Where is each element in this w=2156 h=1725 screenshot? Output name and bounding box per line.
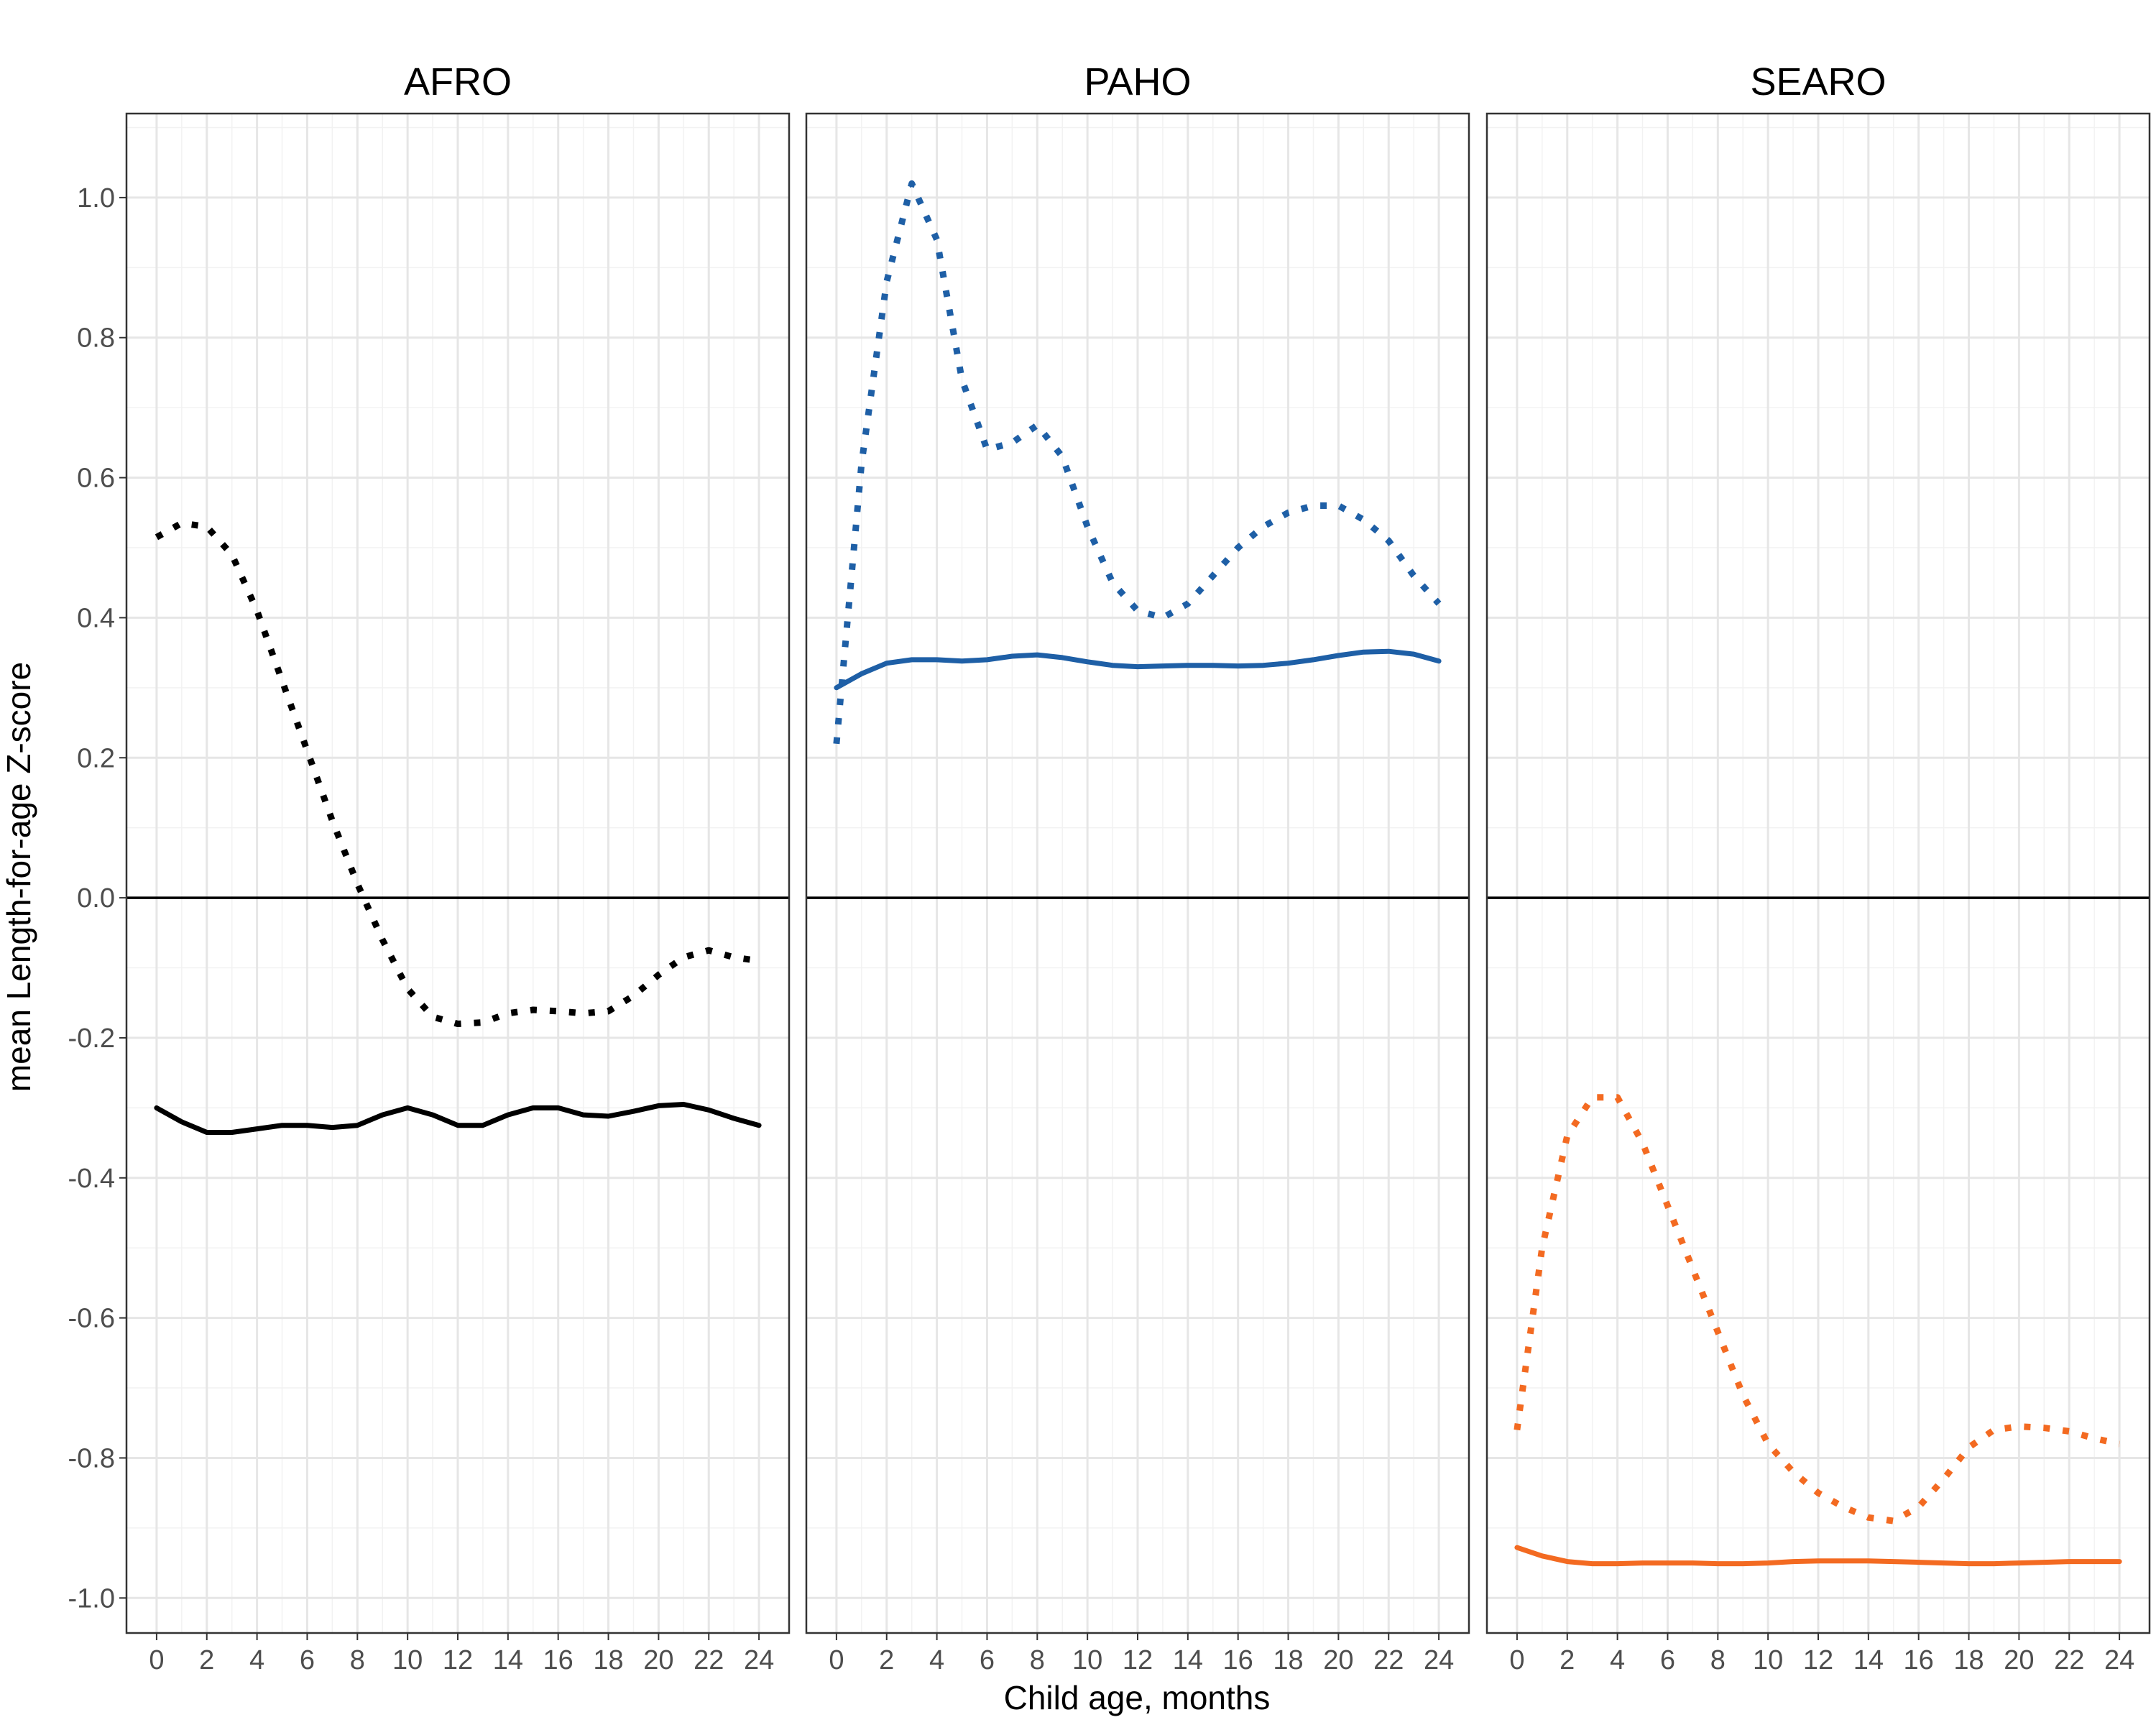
x-tick-label: 16 <box>1223 1645 1253 1675</box>
y-tick-label: -1.0 <box>68 1583 115 1614</box>
panel-title: SEARO <box>1750 60 1886 104</box>
x-tick-label: 0 <box>149 1645 164 1675</box>
x-tick-label: 2 <box>1560 1645 1575 1675</box>
x-tick-label: 18 <box>1953 1645 1984 1675</box>
x-tick-label: 10 <box>1072 1645 1102 1675</box>
x-tick-label: 10 <box>1753 1645 1783 1675</box>
x-tick-label: 14 <box>1173 1645 1203 1675</box>
y-tick-label: -0.8 <box>68 1443 115 1473</box>
x-tick-label: 22 <box>2054 1645 2084 1675</box>
x-tick-label: 18 <box>593 1645 623 1675</box>
panel-border <box>805 112 1470 1634</box>
x-tick-label: 12 <box>1803 1645 1833 1675</box>
x-tick-label: 20 <box>1323 1645 1353 1675</box>
y-tick-label: 0.6 <box>77 464 115 494</box>
y-tick-label: 1.0 <box>77 183 115 213</box>
x-tick-label: 8 <box>1710 1645 1726 1675</box>
x-tick-label: 6 <box>980 1645 995 1675</box>
dotted-series-line <box>155 520 760 1027</box>
x-tick-label: 24 <box>744 1645 774 1675</box>
x-tick-label: 0 <box>829 1645 844 1675</box>
x-tick-label: 18 <box>1273 1645 1303 1675</box>
x-tick-label: 0 <box>1509 1645 1524 1675</box>
y-tick-label: -0.2 <box>68 1024 115 1054</box>
x-tick-label: 8 <box>1030 1645 1045 1675</box>
y-tick-label: -0.4 <box>68 1164 115 1194</box>
y-tick-label: 0.8 <box>77 323 115 354</box>
dotted-series-line <box>1514 1094 2121 1524</box>
x-tick-label: 14 <box>493 1645 523 1675</box>
panel-border <box>1485 112 2151 1634</box>
x-tick-label: 14 <box>1853 1645 1884 1675</box>
solid-series-line <box>1514 1545 2122 1567</box>
x-tick-label: 6 <box>300 1645 315 1675</box>
solid-series-line <box>154 1102 762 1135</box>
x-tick-label: 20 <box>643 1645 673 1675</box>
x-tick-label: 24 <box>2104 1645 2134 1675</box>
x-tick-label: 22 <box>694 1645 724 1675</box>
x-tick-label: 2 <box>199 1645 214 1675</box>
y-tick-label: 0.4 <box>77 603 115 633</box>
x-tick-label: 12 <box>1123 1645 1153 1675</box>
x-tick-label: 4 <box>1610 1645 1625 1675</box>
y-tick-label: 0.0 <box>77 883 115 914</box>
panel-title: PAHO <box>1084 60 1191 104</box>
x-tick-label: 16 <box>543 1645 573 1675</box>
y-tick-label: -0.6 <box>68 1304 115 1334</box>
x-tick-label: 4 <box>249 1645 264 1675</box>
panel-title: AFRO <box>404 60 512 104</box>
x-tick-label: 24 <box>1424 1645 1454 1675</box>
x-axis-title: Child age, months <box>1004 1679 1271 1716</box>
x-tick-label: 16 <box>1904 1645 1934 1675</box>
x-tick-label: 6 <box>1660 1645 1675 1675</box>
x-tick-label: 4 <box>929 1645 944 1675</box>
x-tick-label: 20 <box>2004 1645 2034 1675</box>
x-tick-label: 22 <box>1373 1645 1404 1675</box>
x-tick-label: 10 <box>392 1645 423 1675</box>
x-tick-label: 12 <box>443 1645 473 1675</box>
x-tick-label: 8 <box>350 1645 365 1675</box>
solid-series-line <box>834 648 1442 691</box>
y-axis-title: mean Length-for-age Z-score <box>0 662 37 1092</box>
x-tick-label: 2 <box>879 1645 894 1675</box>
y-tick-label: 0.2 <box>77 743 115 773</box>
panels: 1.0 0.8 0.6 0.4 0.2 0.0 -0.2 -0.4 -0.6 -0.8 -1.0 0 2… <box>68 60 2151 1675</box>
panel-border <box>125 112 791 1634</box>
